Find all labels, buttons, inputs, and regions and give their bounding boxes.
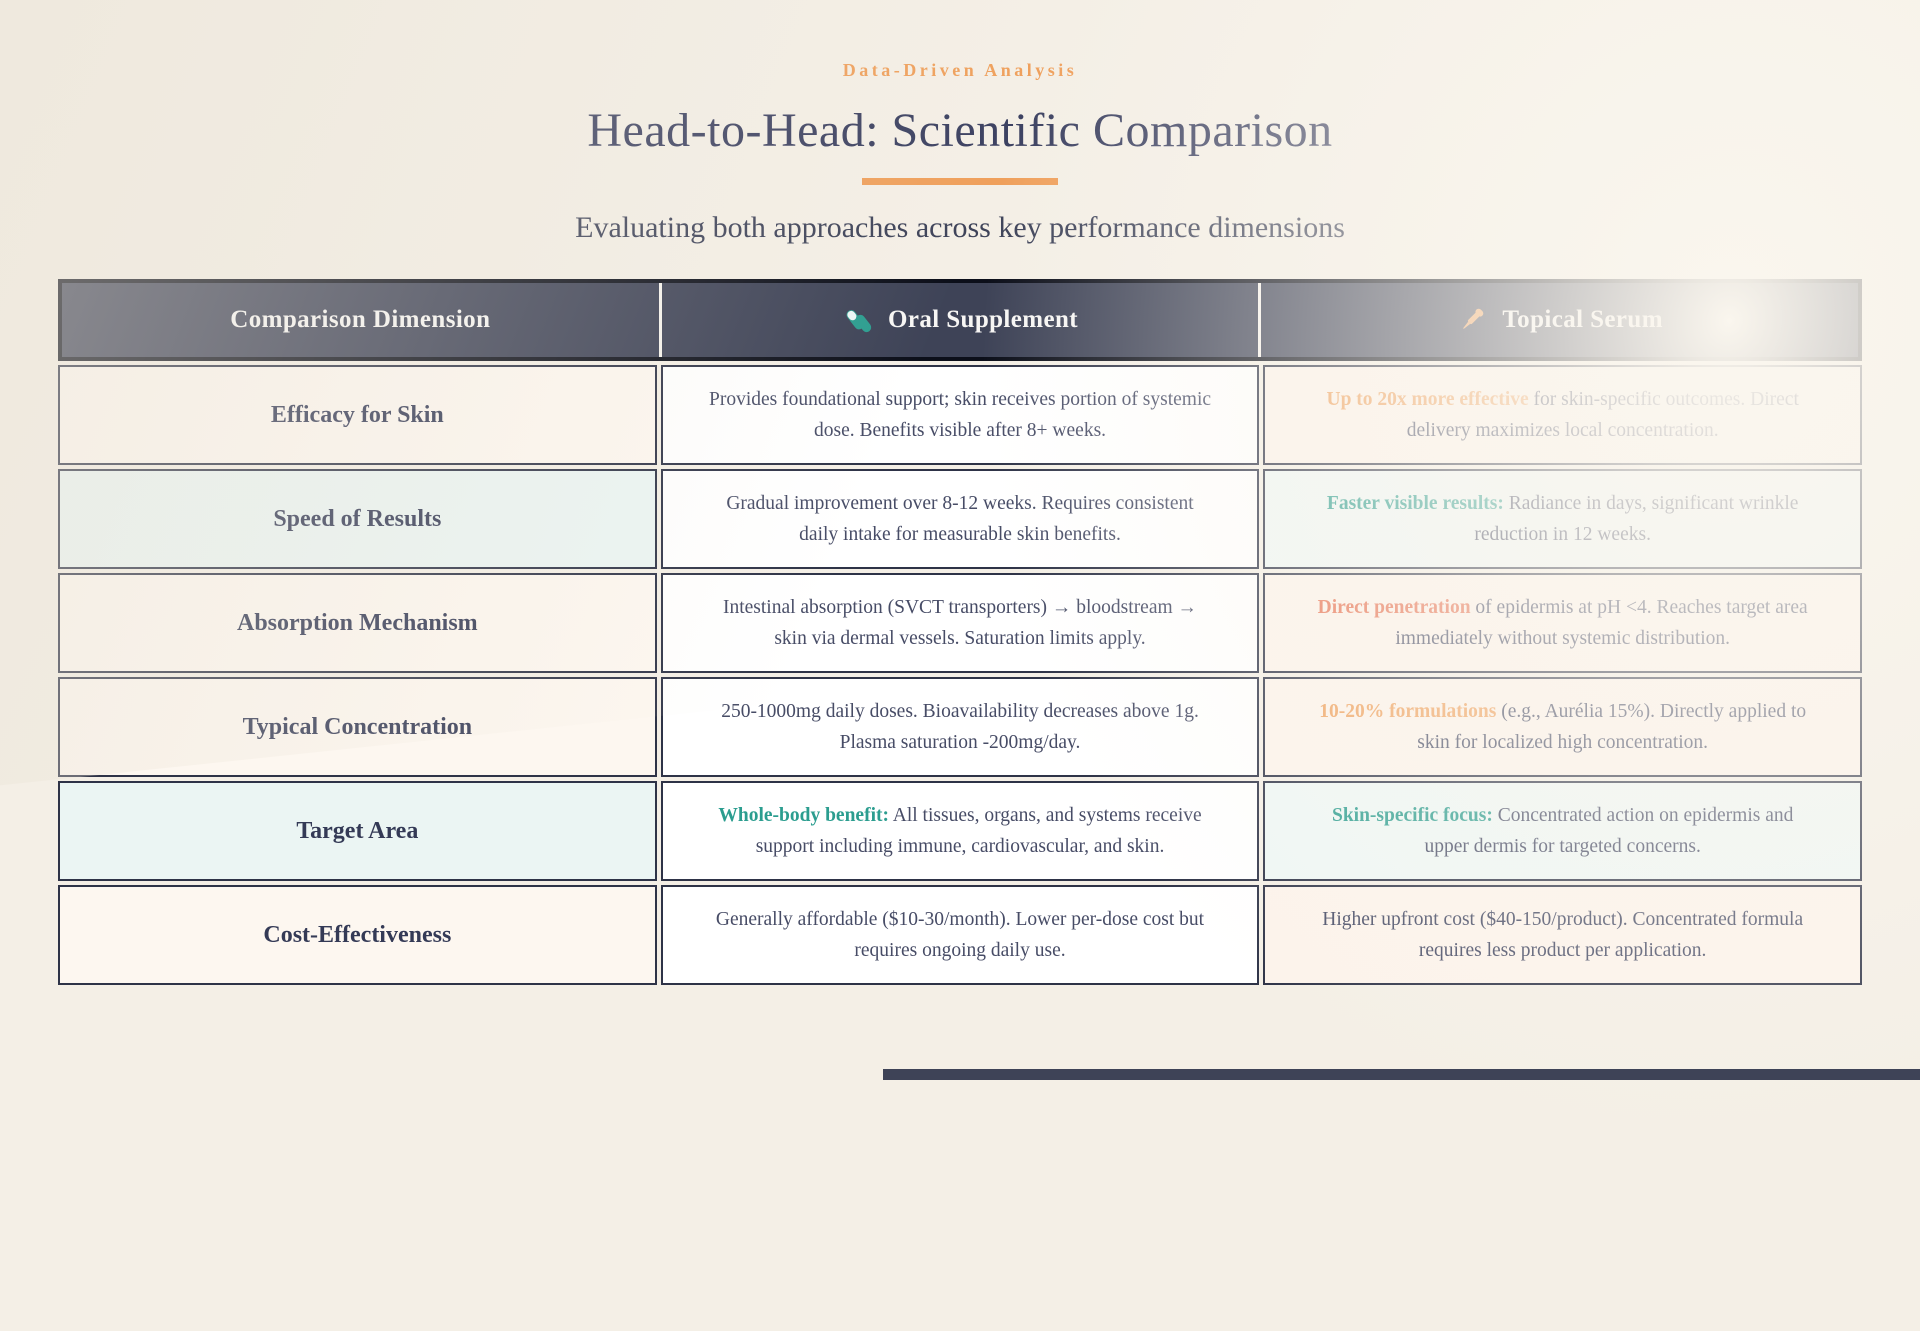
pills-icon	[846, 310, 872, 333]
dimension-cell: Absorption Mechanism	[58, 573, 657, 673]
table-row-cost-effectiveness: Cost-Effectiveness Generally affordable …	[58, 885, 1863, 985]
lead-text: Whole-body benefit:	[718, 804, 889, 826]
body-text: Higher upfront cost ($40-150/product). C…	[1322, 908, 1804, 961]
body-text: Gradual improvement over 8-12 weeks. Req…	[726, 492, 1194, 545]
dimension-cell: Efficacy for Skin	[58, 365, 657, 465]
lead-text: Skin-specific focus:	[1331, 804, 1493, 826]
dimension-label: Efficacy for Skin	[270, 401, 444, 428]
dropper-icon	[1463, 308, 1484, 329]
dimension-label: Speed of Results	[273, 505, 442, 532]
body-text: 250-1000mg daily doses. Bioavailability …	[721, 700, 1199, 753]
dimension-cell: Speed of Results	[58, 469, 657, 569]
dimension-cell: Cost-Effectiveness	[58, 885, 657, 985]
page-title: Head-to-Head: Scientific Comparison	[587, 104, 1333, 157]
table-row-typical-concentration: Typical Concentration 250-1000mg daily d…	[58, 677, 1863, 777]
topical-serum-cell: Up to 20x more effective for skin-specif…	[1263, 365, 1863, 465]
lead-text: Direct penetration	[1317, 596, 1471, 618]
cell-text: Higher upfront cost ($40-150/product). C…	[1309, 904, 1816, 966]
cell-text: Provides foundational support; skin rece…	[707, 384, 1214, 446]
body-text: Intestinal absorption (SVCT transporters…	[722, 596, 1198, 649]
table-header-row: Comparison Dimension Oral Supplement	[58, 279, 1862, 361]
topical-serum-cell: Direct penetration of epidermis at pH <4…	[1263, 573, 1863, 673]
body-text: Generally affordable ($10-30/month). Low…	[715, 908, 1205, 961]
body-text: Radiance in days, significant wrinkle re…	[1474, 492, 1799, 545]
topical-serum-cell: Skin-specific focus: Concentrated action…	[1263, 781, 1863, 881]
lead-text: Up to 20x more effective	[1326, 388, 1529, 410]
header-cell-oral-supplement: Oral Supplement	[658, 283, 1259, 357]
cell-text: Direct penetration of epidermis at pH <4…	[1309, 592, 1816, 654]
oral-supplement-cell: 250-1000mg daily doses. Bioavailability …	[660, 677, 1260, 777]
lead-text: 10-20% formulations	[1319, 700, 1497, 722]
slide-header: Data-Driven Analysis Head-to-Head: Scien…	[0, 0, 1920, 245]
table-row-absorption-mechanism: Absorption Mechanism Intestinal absorpti…	[58, 573, 1863, 673]
page-subtitle: Evaluating both approaches across key pe…	[575, 211, 1345, 244]
body-text: Provides foundational support; skin rece…	[708, 388, 1212, 441]
comparison-table: Comparison Dimension Oral Supplement	[58, 279, 1863, 985]
oral-supplement-cell: Gradual improvement over 8-12 weeks. Req…	[660, 469, 1260, 569]
header-cell-comparison-dimension: Comparison Dimension	[62, 283, 659, 357]
table-row-target-area: Target Area Whole-body benefit: All tiss…	[58, 781, 1863, 881]
lead-text: Faster visible results:	[1326, 492, 1504, 514]
footer-accent-bar	[883, 1069, 1920, 1080]
header-cell-topical-serum: Topical Serum	[1258, 283, 1858, 357]
cell-text: Up to 20x more effective for skin-specif…	[1309, 384, 1816, 446]
header-label: Oral Supplement	[887, 306, 1079, 333]
oral-supplement-cell: Whole-body benefit: All tissues, organs,…	[660, 781, 1260, 881]
dimension-label: Absorption Mechanism	[236, 609, 478, 636]
dimension-label: Typical Concentration	[242, 713, 473, 740]
oral-supplement-cell: Provides foundational support; skin rece…	[660, 365, 1260, 465]
topical-serum-cell: Faster visible results: Radiance in days…	[1263, 469, 1863, 569]
cell-text: Skin-specific focus: Concentrated action…	[1309, 800, 1816, 862]
table-row-efficacy-for-skin: Efficacy for Skin Provides foundational …	[58, 365, 1863, 465]
cell-text: 250-1000mg daily doses. Bioavailability …	[707, 696, 1214, 758]
topical-serum-cell: 10-20% formulations (e.g., Aurélia 15%).…	[1263, 677, 1863, 777]
oral-supplement-cell: Intestinal absorption (SVCT transporters…	[660, 573, 1260, 673]
dimension-cell: Typical Concentration	[58, 677, 657, 777]
dimension-cell: Target Area	[58, 781, 657, 881]
topical-serum-cell: Higher upfront cost ($40-150/product). C…	[1263, 885, 1863, 985]
cell-text: Generally affordable ($10-30/month). Low…	[707, 904, 1214, 966]
cell-text: Intestinal absorption (SVCT transporters…	[707, 592, 1214, 654]
header-label: Topical Serum	[1502, 306, 1663, 333]
title-underline	[862, 178, 1058, 185]
header-label: Comparison Dimension	[230, 306, 491, 333]
table-row-speed-of-results: Speed of Results Gradual improvement ove…	[58, 469, 1863, 569]
cell-text: Gradual improvement over 8-12 weeks. Req…	[707, 488, 1214, 550]
eyebrow-label: Data-Driven Analysis	[842, 60, 1078, 80]
dimension-label: Cost-Effectiveness	[263, 921, 452, 948]
oral-supplement-cell: Generally affordable ($10-30/month). Low…	[660, 885, 1260, 985]
cell-text: Faster visible results: Radiance in days…	[1309, 488, 1816, 550]
cell-text: 10-20% formulations (e.g., Aurélia 15%).…	[1309, 696, 1816, 758]
dimension-label: Target Area	[296, 817, 419, 844]
cell-text: Whole-body benefit: All tissues, organs,…	[707, 800, 1214, 862]
